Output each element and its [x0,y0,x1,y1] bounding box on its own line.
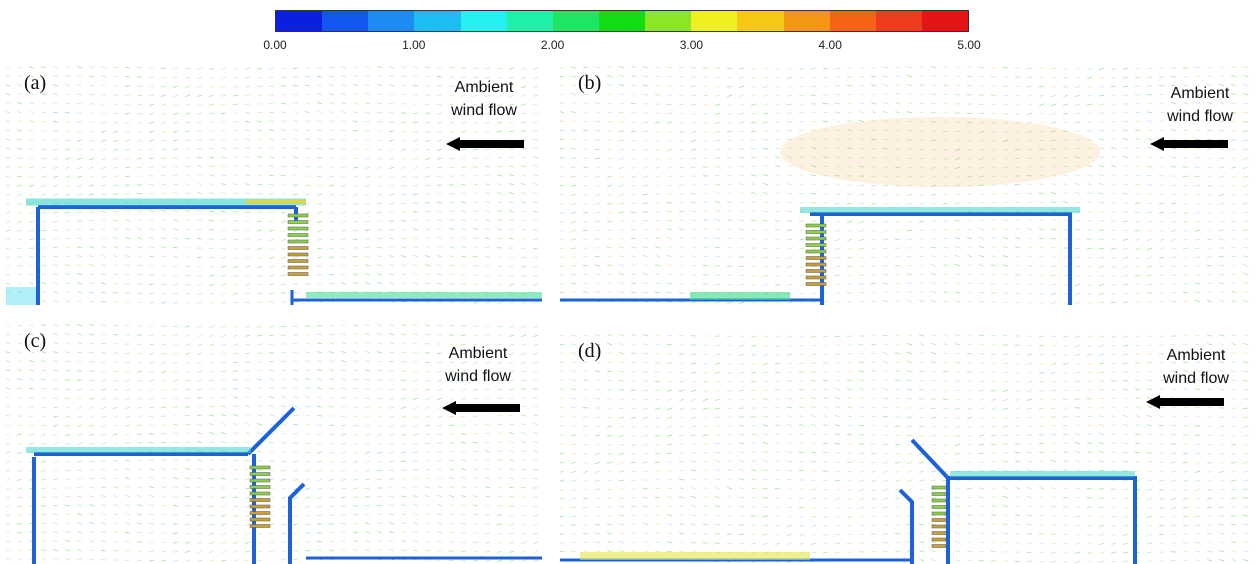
panel-d-label: (d) [578,340,602,362]
colorbar-segment [368,11,415,31]
panel-b-wind-label: Ambient wind flow [1150,82,1250,128]
panel-c: (c) Ambient wind flow [6,320,542,564]
colorbar-segment [322,11,369,31]
colorbar-segment [552,11,599,31]
colorbar-segment [875,11,922,31]
colorbar-segment [460,11,507,31]
colorbar-segment [829,11,876,31]
colorbar-segment [737,11,784,31]
panel-a-label: (a) [24,72,47,94]
colorbar-segment [276,11,323,31]
colorbar-tick-label: 2.00 [540,38,565,52]
wind-label-line2: wind flow [451,102,517,119]
wind-label-line1: Ambient [454,79,514,96]
colorbar-segment [691,11,738,31]
panel-d-wind-label: Ambient wind flow [1146,344,1246,390]
panel-b-wind-arrow-icon [1150,137,1228,151]
panel-b-vector-field [560,65,1249,305]
colorbar-tick-label: 3.00 [679,38,704,52]
wind-label-line2: wind flow [1163,370,1229,387]
velocity-colorbar [275,10,969,32]
panel-b: (b) Ambient wind flow [560,62,1257,305]
colorbar-segment [414,11,461,31]
colorbar-segment [921,11,969,31]
panel-c-vector-field [6,323,542,564]
colorbar-segment [506,11,553,31]
colorbar-tick-label: 1.00 [402,38,426,52]
colorbar-segment [598,11,646,31]
panel-a: (a) Ambient wind flow [6,62,542,305]
panel-a-wind-arrow-icon [446,137,524,151]
panel-c-label: (c) [24,330,47,352]
wind-label-line2: wind flow [445,368,511,385]
panel-d-vector-field [560,333,1249,564]
colorbar-segment [645,11,692,31]
wind-label-line2: wind flow [1167,108,1233,125]
colorbar-segment [783,11,830,31]
wind-label-line1: Ambient [448,345,508,362]
colorbar-tick-label: 4.00 [818,38,842,52]
panel-d-wind-arrow-icon [1146,395,1224,409]
wind-label-line1: Ambient [1170,85,1230,102]
colorbar-tick-label: 0.00 [263,38,287,52]
wind-label-line1: Ambient [1166,347,1226,364]
panel-d: (d) Ambient wind flow [560,330,1257,564]
panel-c-wind-label: Ambient wind flow [428,342,528,388]
panel-b-label: (b) [578,72,602,94]
colorbar-tick-label: 5.00 [957,38,981,52]
panel-a-wind-label: Ambient wind flow [434,76,534,122]
panel-a-vector-field [6,65,542,305]
panel-c-wind-arrow-icon [442,401,520,415]
